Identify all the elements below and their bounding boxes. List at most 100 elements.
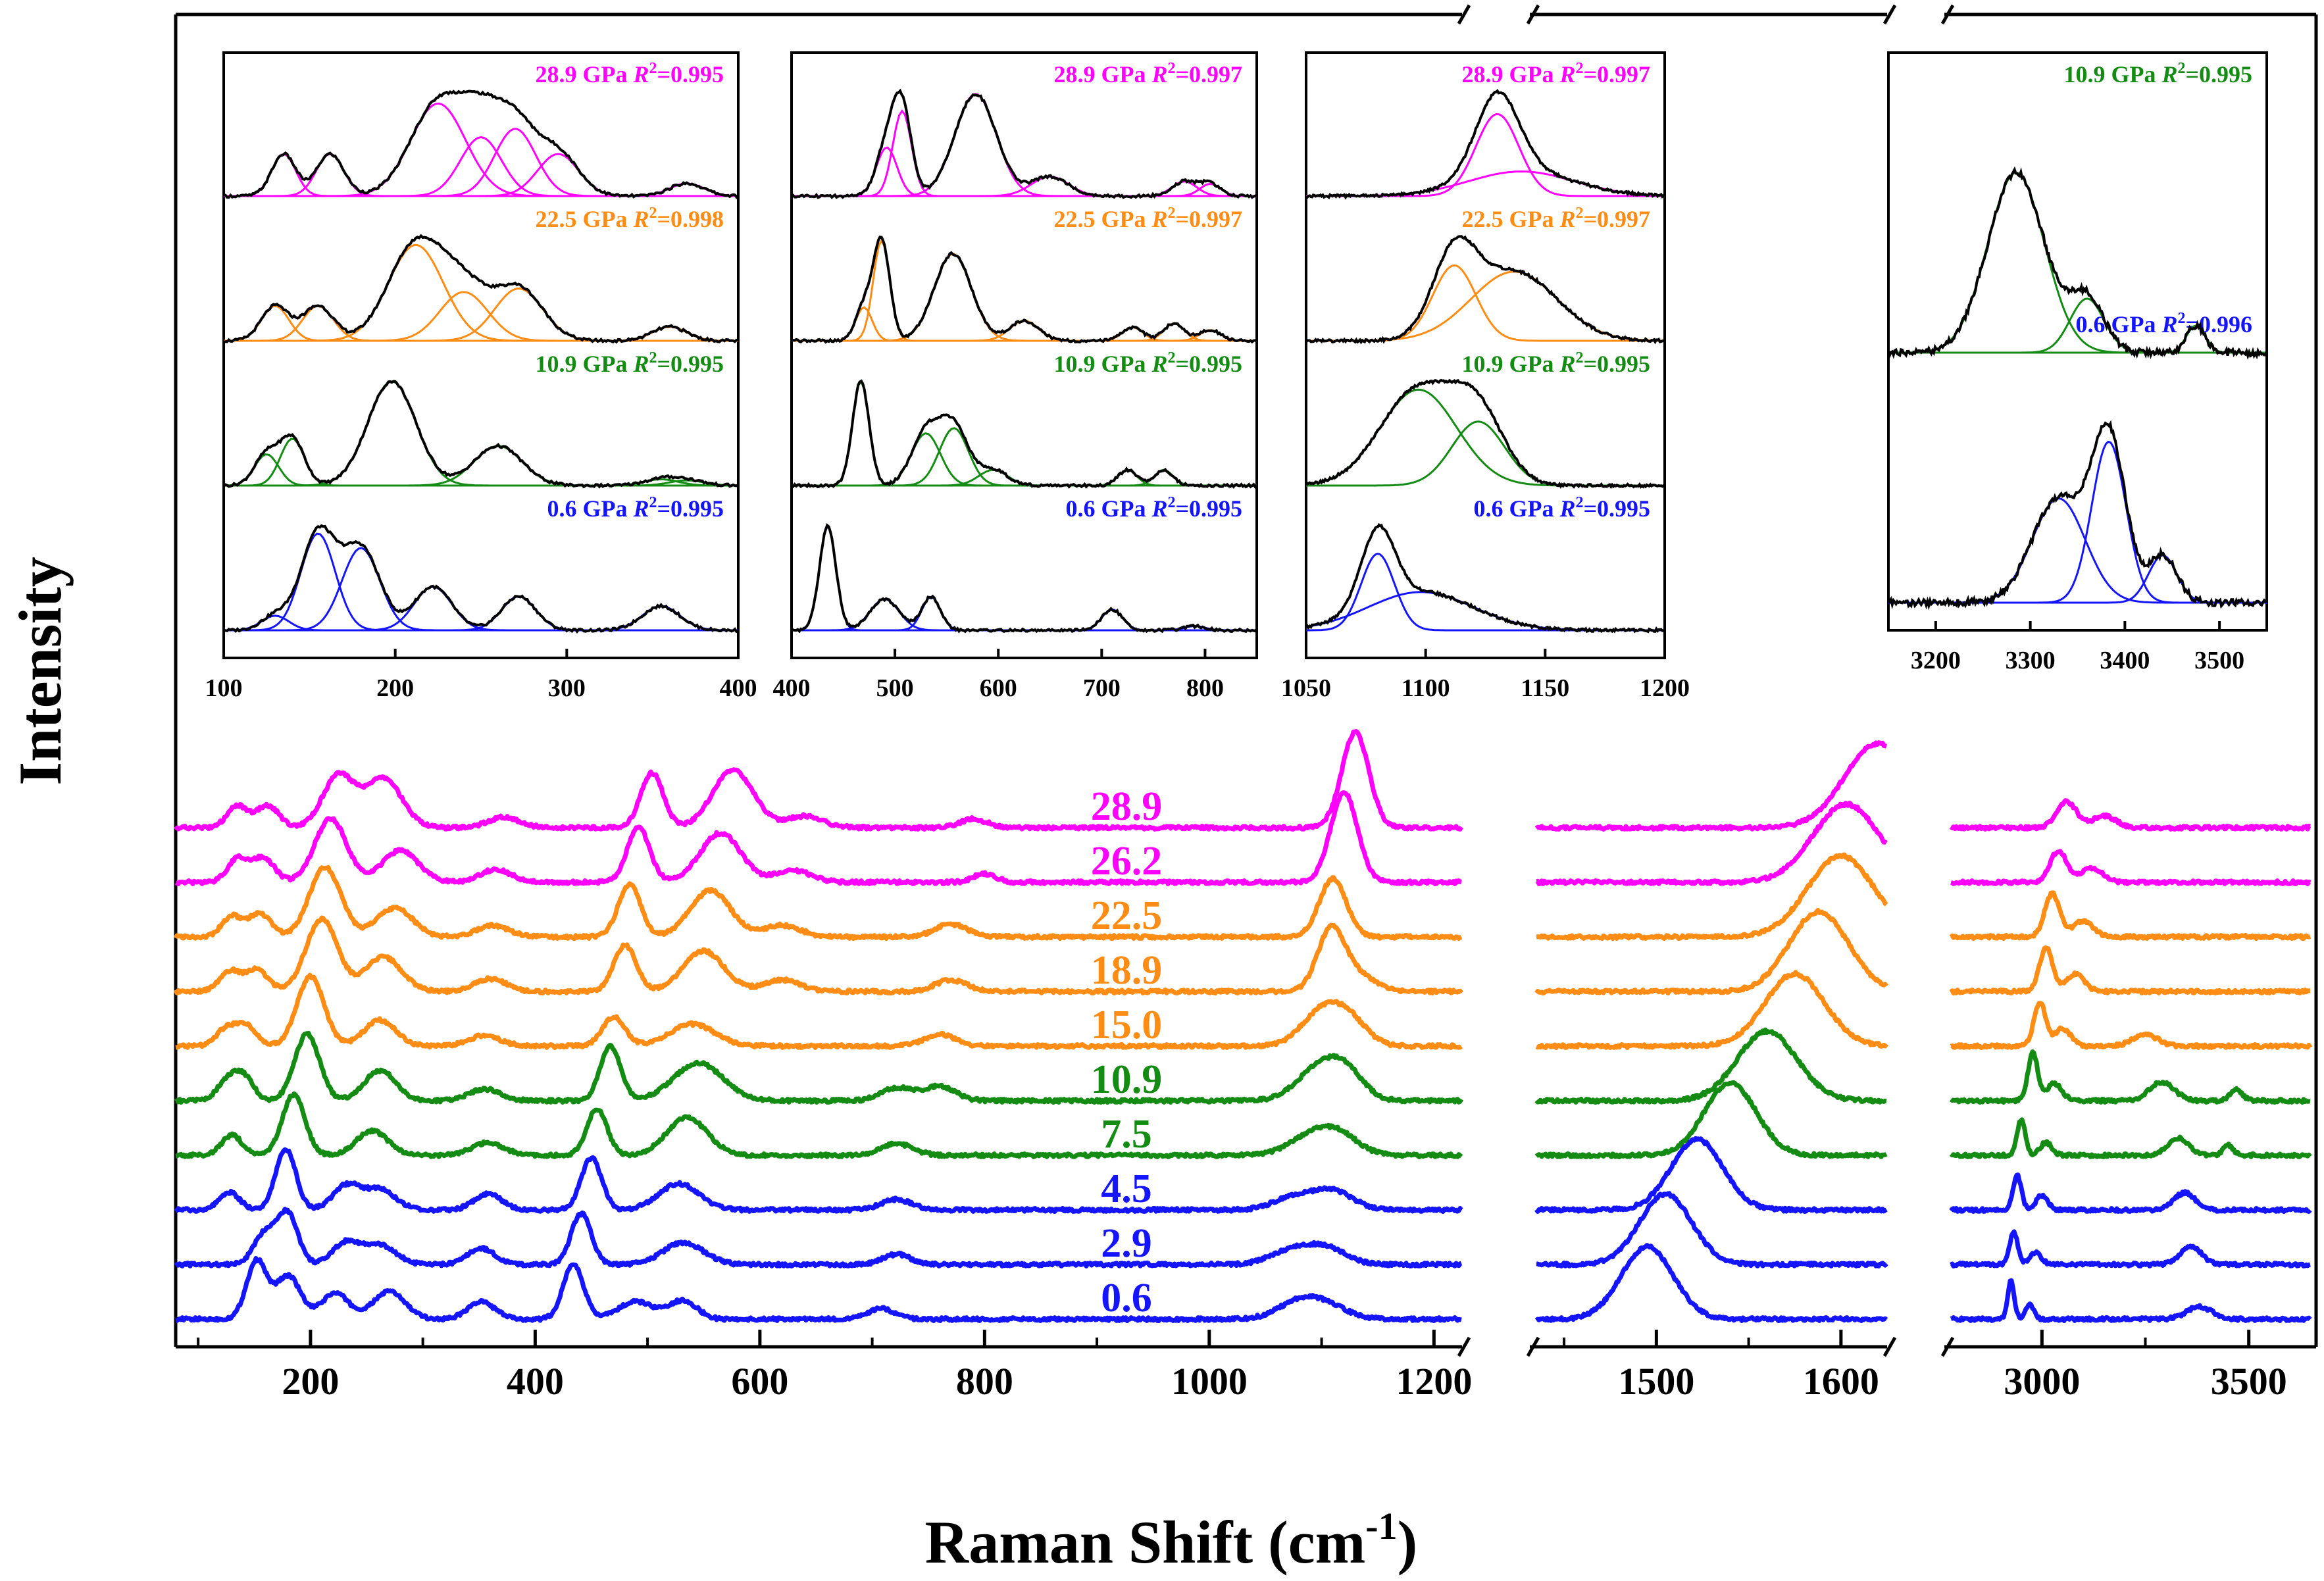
axis-break-mark [1882,4,1897,25]
fit-component [792,432,1257,487]
main-spectra-panel: 200 400 600 800 1000 1200 1500 1600 3000 3500 Rama… [7,4,2318,1576]
main-tick-label: 3500 [2211,1360,2287,1403]
fit-label: 0.6 GPa R2=0.995 [547,494,724,522]
inset-tick-label: 200 [376,674,414,702]
spectrum-line-10.9 [1949,1049,2311,1105]
spectrum-line-18.9 [173,915,1463,995]
fit-component [792,238,1257,342]
spectrum-line-28.9 [174,729,1464,832]
inset-frame [790,51,1258,659]
measured-spectrum [1887,166,2268,361]
spectrum-line-18.9 [1949,945,2311,995]
inset-tick-label: 300 [548,674,586,702]
inset-3: 1050 1100 1150 1200 0.6 GPa R2=0.995 10.9 GPa… [1281,51,1690,702]
inset-frame [1305,51,1666,659]
spectrum-line-4.5 [174,1147,1463,1214]
axis-break-mark [1526,1336,1540,1357]
axis-break-mark [1940,1336,1955,1357]
spectrum-line-22.5 [1949,890,2311,941]
measured-spectrum [223,234,739,344]
inset-tick-label: 500 [876,674,914,702]
pressure-label: 10.9 [1091,1057,1163,1102]
measured-spectrum [790,88,1258,199]
fit-label: 22.5 GPa R2=0.997 [1053,205,1242,232]
fit-component [792,526,1257,632]
main-tick-label: 800 [956,1360,1013,1403]
inset-2: 400 500 600 700 800 0.6 GPa R2=0.995 10.9 GPa … [773,51,1258,702]
spectrum-line-4.5 [1949,1172,2312,1214]
axis-break-mark [1457,1336,1471,1357]
fit-component [1888,554,2267,604]
spectrum-line-2.9 [174,1207,1463,1268]
main-tick-label: 1600 [1803,1360,1879,1403]
pressure-label: 15.0 [1091,1003,1163,1047]
spectrum-line-10.9 [1534,1027,1888,1105]
fit-label: 28.9 GPa R2=0.997 [1461,60,1650,88]
pressure-label: 22.5 [1091,893,1163,938]
inset-tick-label: 1100 [1402,674,1450,702]
inset-tick-label: 3200 [1911,647,1961,674]
fit-component [1306,170,1665,197]
fit-label: 0.6 GPa R2=0.995 [1473,494,1650,522]
measured-spectrum [223,524,739,634]
spectrum-line-7.5 [1949,1117,2312,1159]
fit-label: 10.9 GPa R2=0.995 [2063,60,2252,88]
measured-spectrum [1887,420,2268,611]
main-tick-label: 1200 [1396,1360,1472,1403]
spectrum-line-15.0 [1535,970,1888,1050]
main-tick-label: 400 [507,1360,564,1403]
measured-spectrum [791,236,1257,344]
main-tick-label: 600 [731,1360,788,1403]
measured-spectrum [223,89,740,199]
spectrum-line-7.5 [174,1091,1463,1159]
spectrum-line-0.6 [1950,1278,2312,1323]
x-axis-title: Raman Shift (cm-1) [925,1505,1417,1576]
main-tick-label: 1500 [1618,1360,1694,1403]
axis-break-mark [1526,4,1540,25]
spectrum-line-10.9 [174,1030,1464,1105]
spectrum-line-26.2 [1535,800,1888,886]
spectrum-line-18.9 [1534,908,1888,995]
spectrum-line-15.0 [1950,1001,2313,1050]
fit-component [224,128,738,197]
measured-spectrum [1305,235,1665,345]
pressure-label: 28.9 [1091,784,1163,829]
fit-component [792,253,1257,342]
measured-spectrum [1305,522,1665,634]
inset-tick-label: 400 [720,674,757,702]
spectrum-line-28.9 [1534,740,1888,832]
spectrum-line-4.5 [1534,1136,1888,1214]
spectrum-line-15.0 [174,972,1463,1050]
fit-label: 28.9 GPa R2=0.995 [535,60,724,88]
pressure-label: 0.6 [1101,1276,1152,1320]
spectrum-line-26.2 [1950,849,2311,886]
fit-component [1306,270,1665,342]
fit-label: 22.5 GPa R2=0.998 [535,205,724,232]
fit-component [224,532,738,632]
inset-tick-label: 800 [1186,674,1224,702]
inset-tick-label: 1150 [1521,674,1569,702]
spectrum-line-2.9 [1535,1191,1888,1268]
inset-frame [1887,51,2268,632]
inset-tick-label: 600 [980,674,1017,702]
pressure-label: 7.5 [1101,1112,1152,1157]
pressure-label: 18.9 [1091,948,1163,993]
fit-component [792,379,1257,487]
inset-tick-label: 3400 [2100,647,2150,674]
inset-panels: 100 200 300 400 0.6 GPa R2=0.995 10.9 GPa R2=… [205,51,2268,702]
measured-spectrum [790,379,1258,489]
inset-tick-label: 3300 [2006,647,2056,674]
axis-break-mark [1882,1336,1897,1357]
inset-tick-label: 400 [773,674,811,702]
fit-component [223,453,738,487]
spectrum-line-0.6 [174,1256,1463,1323]
inset-tick-label: 700 [1083,674,1121,702]
fit-component [1306,113,1665,197]
pressure-label: 4.5 [1101,1167,1152,1211]
inset-tick-label: 100 [205,674,243,702]
fit-component [792,182,1257,197]
main-tick-label: 1000 [1171,1360,1248,1403]
main-tick-label: 200 [282,1360,339,1403]
